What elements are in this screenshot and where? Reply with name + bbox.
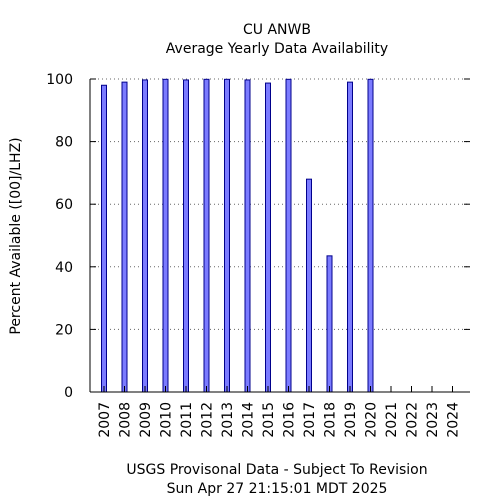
y-tick-label: 40 [55,260,73,276]
x-tick-label: 2009 [138,402,154,438]
x-tick-label: 2023 [425,402,441,438]
bar [203,78,210,393]
bars [101,78,374,393]
y-tick-label: 100 [46,72,73,88]
bar [162,78,169,393]
chart-title: CU ANWB [243,22,311,38]
bar [347,81,353,393]
x-tick-label: 2007 [97,402,113,438]
y-tick-label: 0 [64,385,73,401]
x-axis-ticks: 2007 2008 2009 2010 2011 2012 2013 2014 2015 2016… [97,386,462,438]
chart-subtitle: Average Yearly Data Availability [166,41,388,57]
x-tick-label: 2024 [446,402,462,438]
bar [224,78,230,393]
footer-line-2: Sun Apr 27 21:15:01 MDT 2025 [167,481,388,497]
x-tick-label: 2020 [364,402,380,438]
x-tick-label: 2011 [179,402,195,438]
y-axis-label: Percent Available ([00]/LHZ) [8,137,24,334]
x-tick-label: 2016 [282,402,298,438]
footer-line-1: USGS Provisonal Data - Subject To Revisi… [126,462,427,478]
bar [265,82,271,393]
grid-lines [90,78,470,330]
bar [285,78,292,393]
x-tick-label: 2014 [241,402,257,438]
x-tick-label: 2013 [220,402,236,438]
bar [121,81,128,393]
bar [306,178,312,393]
bar [101,84,107,393]
x-tick-label: 2010 [159,402,175,438]
bar [142,79,148,393]
x-tick-label: 2018 [323,402,339,438]
x-tick-label: 2019 [343,402,359,438]
bar [367,78,374,393]
bar [244,79,251,393]
x-tick-label: 2017 [302,402,318,438]
y-tick-label: 60 [55,197,73,213]
x-tick-label: 2008 [118,402,134,438]
y-axis-ticks: 0 20 40 60 80 100 [46,72,470,401]
x-tick-label: 2015 [261,402,277,438]
y-tick-label: 80 [55,135,73,151]
bar [326,255,333,393]
x-tick-label: 2012 [200,402,216,438]
y-tick-label: 20 [55,322,73,338]
x-tick-label: 2021 [384,402,400,438]
bar [183,79,189,393]
x-tick-label: 2022 [405,402,421,438]
